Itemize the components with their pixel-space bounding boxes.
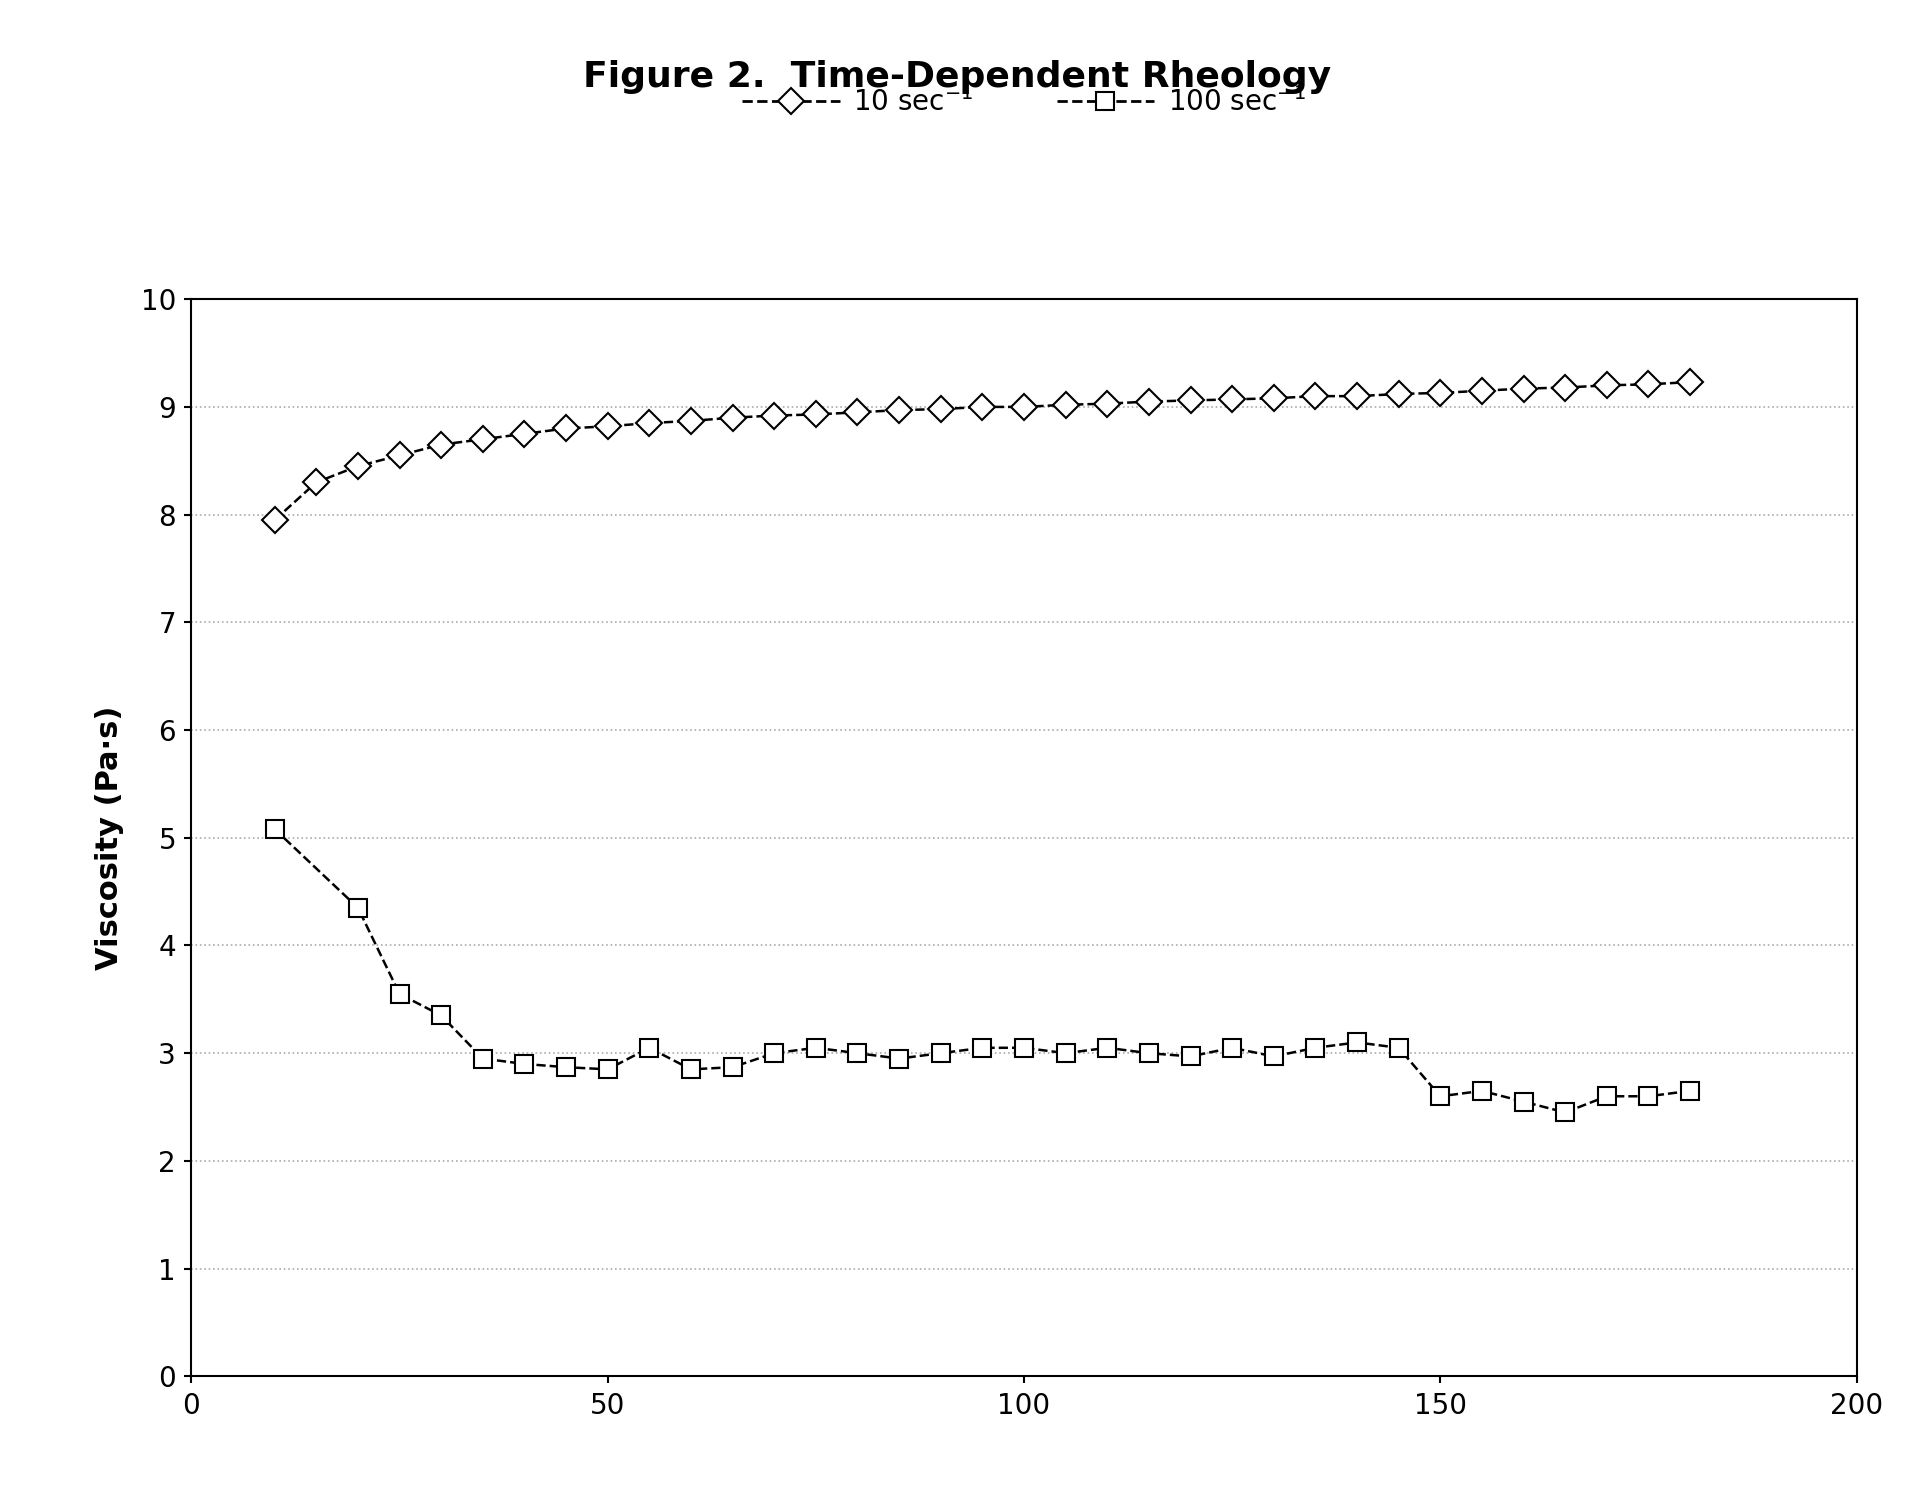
Y-axis label: Viscosity (Pa·s): Viscosity (Pa·s) (96, 706, 124, 969)
Legend: 10 sec$^{-1}$, 100 sec$^{-1}$: 10 sec$^{-1}$, 100 sec$^{-1}$ (731, 76, 1317, 129)
Text: Figure 2.  Time-Dependent Rheology: Figure 2. Time-Dependent Rheology (584, 60, 1330, 94)
